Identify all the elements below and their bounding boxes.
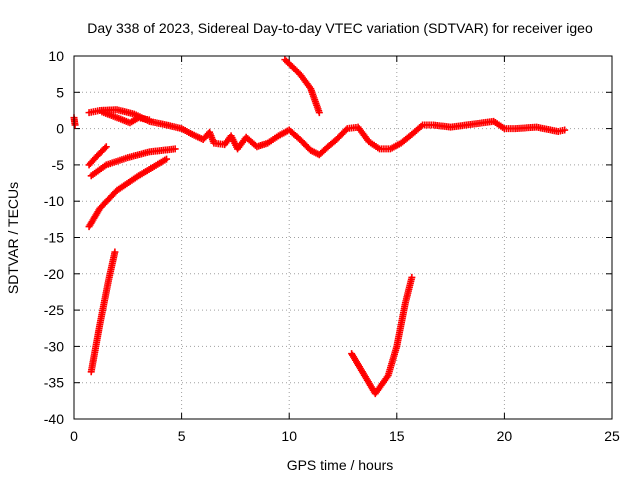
y-axis-label: SDTVAR / TECUs: [5, 182, 21, 294]
data-point: [102, 143, 110, 151]
x-tick-label: 25: [604, 428, 620, 444]
x-axis-label: GPS time / hours: [287, 457, 394, 473]
y-tick-label: -25: [44, 302, 64, 318]
series-arc2: [87, 145, 179, 180]
series-arc1: [85, 143, 110, 169]
series-high: [281, 56, 323, 117]
data-point: [171, 145, 179, 153]
data-point: [163, 155, 171, 163]
data-point: [561, 126, 569, 134]
series-vshape: [348, 273, 416, 398]
y-tick-label: -5: [52, 157, 65, 173]
data-point: [111, 248, 119, 256]
series-loop: [98, 108, 153, 127]
y-tick-label: 10: [48, 48, 64, 64]
x-tick-label: 20: [497, 428, 513, 444]
series-lower: [87, 248, 119, 376]
y-tick-label: -35: [44, 375, 64, 391]
y-tick-label: -30: [44, 338, 64, 354]
gridlines: [74, 56, 612, 419]
y-tick-label: 5: [56, 84, 64, 100]
data-point: [408, 273, 416, 281]
chart-title: Day 338 of 2023, Sidereal Day-to-day VTE…: [87, 20, 593, 36]
series-arc3: [85, 155, 171, 231]
data-point: [145, 116, 153, 124]
y-tick-label: -40: [44, 411, 64, 427]
series-layer: [70, 56, 569, 398]
data-point: [101, 144, 109, 152]
y-tick-label: -20: [44, 266, 64, 282]
y-tick-label: -15: [44, 230, 64, 246]
y-tick-label: 0: [56, 121, 64, 137]
x-tick-label: 10: [281, 428, 297, 444]
plot-frame: [73, 55, 613, 420]
x-tick-label: 5: [178, 428, 186, 444]
x-tick-label: 0: [70, 428, 78, 444]
ticks: 0 5 10 15 20 25 -40 -35 -30 -25 -20 -15 -10 -5 0 5 10: [44, 48, 620, 444]
data-point: [315, 109, 323, 117]
data-point: [71, 121, 79, 129]
y-tick-label: -10: [44, 193, 64, 209]
x-tick-label: 15: [389, 428, 405, 444]
